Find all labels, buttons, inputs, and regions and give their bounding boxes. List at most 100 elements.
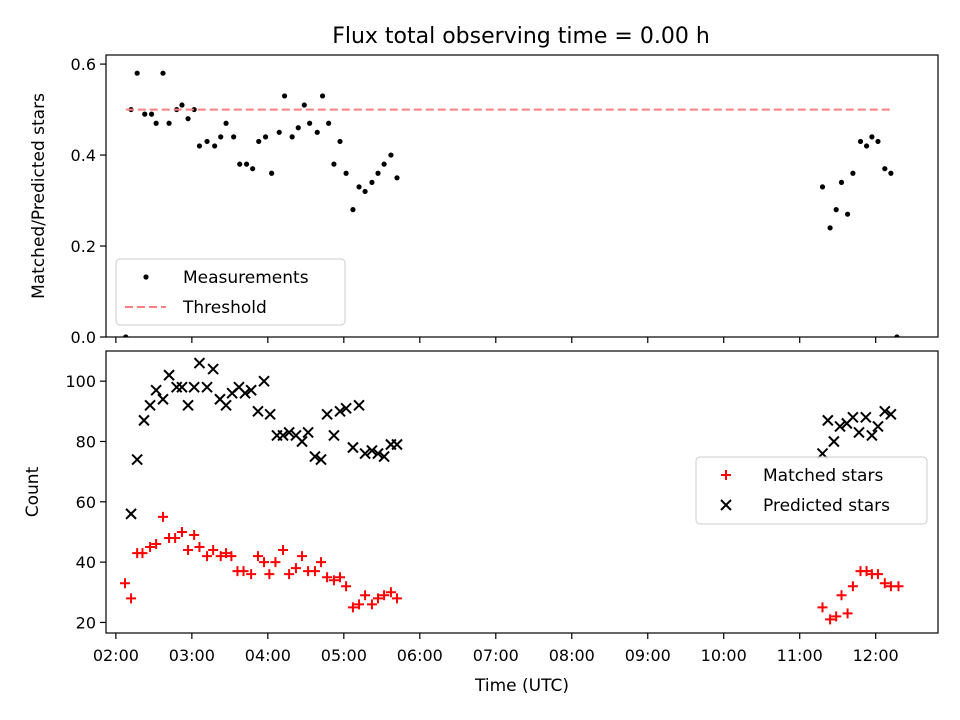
matched-star-point	[392, 593, 403, 604]
measurement-point	[337, 138, 343, 145]
measurement-point	[356, 184, 362, 190]
matched-star-point	[119, 578, 130, 589]
predicted-star-point	[302, 426, 314, 439]
measurement-point	[869, 134, 875, 140]
legend-label: Matched stars	[763, 466, 883, 486]
y-tick-label: 80	[76, 432, 96, 451]
y-tick-label: 20	[76, 613, 96, 632]
chart-title: Flux total observing time = 0.00 h	[332, 24, 710, 49]
measurement-point	[319, 93, 326, 99]
measurement-point	[196, 143, 203, 149]
matched-star-point	[145, 542, 156, 553]
measurement-point	[819, 184, 826, 190]
matched-star-point	[322, 572, 333, 583]
measurement-point	[243, 161, 250, 167]
measurement-point	[185, 116, 191, 122]
matched-star-point	[208, 545, 219, 556]
predicted-star-point	[125, 508, 137, 520]
measurement-point	[153, 120, 159, 126]
y-tick-label: 0.2	[71, 237, 96, 256]
measurement-point	[166, 120, 172, 126]
measurement-point	[844, 211, 851, 217]
matched-star-point	[170, 532, 181, 543]
legend-label: Measurements	[183, 268, 309, 288]
measurement-point	[212, 143, 218, 149]
x-tick-label: 06:00	[397, 646, 443, 665]
axes-frame	[105, 54, 939, 338]
matched-star-point	[379, 590, 390, 601]
predicted-star-point	[359, 447, 371, 460]
measurement-point	[218, 134, 224, 140]
matched-star-point	[366, 599, 377, 610]
matched-star-point	[831, 611, 842, 622]
measurement-point	[882, 166, 888, 172]
top-panel: 0.0 0.2 0.4 0.6 Matched/Predicted stars Measu…	[29, 54, 939, 347]
matched-star-point	[297, 551, 308, 562]
matched-star-point	[176, 526, 187, 537]
measurement-point	[191, 106, 197, 113]
matched-star-point	[373, 593, 384, 604]
predicted-star-point	[157, 393, 169, 405]
predicted-star-point	[309, 450, 321, 463]
matched-star-point	[259, 557, 270, 568]
measurement-point	[326, 120, 332, 126]
y-axis-label: Count	[23, 466, 43, 517]
matched-star-point	[151, 539, 162, 550]
measurement-point	[142, 111, 148, 117]
x-tick-label: 11:00	[777, 646, 823, 665]
predicted-star-point	[340, 402, 352, 415]
matched-star-point	[354, 599, 365, 610]
measurement-point	[394, 175, 400, 181]
measurement-point	[276, 129, 282, 135]
predicted-star-point	[879, 405, 891, 418]
legend-box	[695, 456, 928, 525]
matched-star-point	[137, 548, 148, 559]
measurement-point	[388, 152, 394, 158]
matched-star-point	[316, 557, 327, 568]
predicted-star-point	[264, 408, 276, 421]
matched-star-point	[872, 569, 883, 580]
x-tick-label: 04:00	[245, 646, 291, 665]
matched-star-point	[360, 590, 371, 601]
matched-star-point	[246, 569, 257, 580]
measurement-point	[838, 179, 845, 185]
x-tick-label: 08:00	[549, 646, 595, 665]
matched-star-point	[893, 581, 904, 592]
predicted-star-point	[144, 399, 156, 411]
y-tick-label: 100	[65, 372, 96, 391]
matched-star-point	[221, 548, 232, 559]
measurement-point	[301, 102, 307, 108]
measurement-point	[134, 70, 140, 76]
measurement-point	[262, 134, 269, 140]
y-tick-label: 40	[76, 553, 96, 572]
measurement-point	[269, 170, 275, 176]
predicted-star-point	[258, 375, 270, 387]
measurement-point	[331, 161, 337, 167]
predicted-star-point	[391, 438, 403, 451]
measurement-point	[223, 120, 229, 126]
matched-star-point	[861, 566, 872, 577]
predicted-star-point	[334, 405, 346, 418]
matched-star-point	[385, 587, 396, 598]
measurement-point	[381, 161, 387, 167]
x-tick-label: 03:00	[169, 646, 215, 665]
predicted-star-point	[245, 384, 257, 396]
measurement-point	[250, 166, 256, 172]
x-tick-label: 09:00	[625, 646, 671, 665]
predicted-star-point	[150, 384, 162, 396]
x-tick-label: 12:00	[853, 646, 899, 665]
predicted-star-point	[328, 429, 340, 442]
plot-area	[123, 70, 900, 337]
matched-star-point	[194, 542, 205, 553]
predicted-star-point	[283, 426, 295, 439]
predicted-star-point	[193, 357, 206, 369]
measurement-point	[148, 111, 155, 117]
predicted-star-point	[163, 369, 175, 381]
matched-star-point	[836, 590, 847, 601]
x-tick-label: 10:00	[701, 646, 747, 665]
matched-star-point	[126, 593, 137, 604]
axes-frame	[105, 350, 939, 634]
x-axis-label: Time (UTC)	[474, 676, 569, 696]
measurement-point	[256, 138, 262, 145]
